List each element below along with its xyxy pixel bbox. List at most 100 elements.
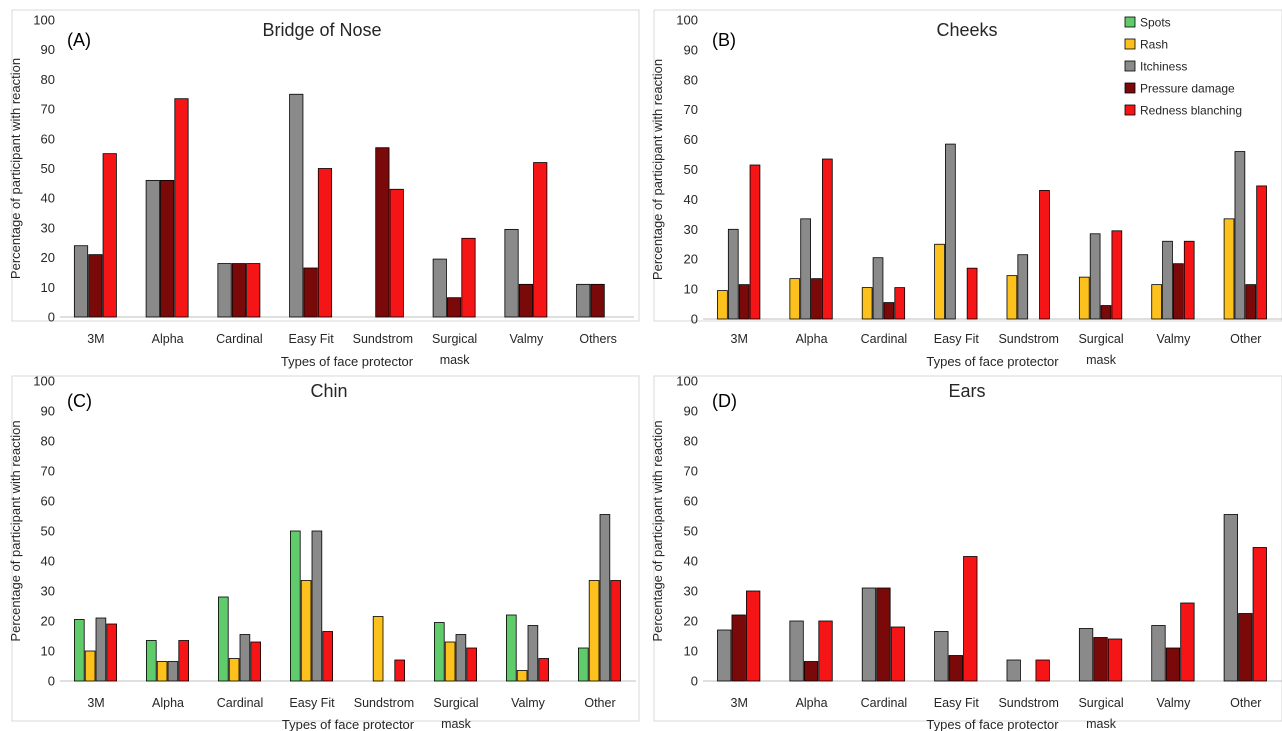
y-tick-label: 40 [684,192,698,207]
y-tick-label: 50 [684,162,698,177]
x-axis-label: Types of face protector [926,354,1059,369]
bar [505,614,517,682]
bar [731,614,746,682]
x-tick-label: Valmy [1157,696,1192,710]
bar [289,530,301,682]
legend-label: Redness blanching [1140,104,1242,118]
y-tick-label: 30 [684,584,698,599]
y-tick-label: 80 [41,72,55,87]
bar [88,254,103,318]
bar [800,218,811,320]
panel-border [11,375,640,722]
bar [303,267,318,318]
bar [590,283,605,318]
y-tick-label: 70 [41,102,55,117]
bar [1183,240,1195,320]
y-axis-label: Percentage of participant with reaction [650,59,665,280]
x-tick-label: Cardinal [216,332,263,346]
bar [599,514,611,682]
panel-title: Ears [948,381,985,401]
x-tick-label-line: Surgical [1078,696,1123,710]
x-axis-label: Types of face protector [926,717,1059,731]
legend-swatch [1124,16,1136,28]
bar [518,283,533,318]
panel-title: Chin [310,381,347,401]
bar [432,258,447,318]
bar [1017,254,1029,320]
bar [1173,263,1184,320]
panel-title: Bridge of Nose [262,20,381,40]
legend-label: Pressure damage [1140,82,1235,96]
bar [717,290,728,320]
y-tick-label: 10 [41,644,55,659]
x-tick-label: Valmy [511,696,546,710]
x-tick-label: Surgical mask [432,332,477,367]
y-tick-label: 10 [684,282,698,297]
bar [74,619,85,682]
bar [1223,514,1238,682]
x-tick-label: 3M [87,332,104,346]
bar [84,650,96,682]
y-tick-label: 20 [41,250,55,265]
bar [945,143,956,320]
bar [789,278,801,320]
x-tick-label: Easy Fit [934,696,980,710]
bar [167,661,179,682]
legend-swatch [1124,82,1136,94]
bar [289,93,304,318]
bar [934,243,945,320]
x-tick-label: 3M [731,696,748,710]
bar [1006,659,1021,682]
y-tick-label: 100 [676,13,698,28]
bar [1151,625,1166,682]
bar [246,263,261,318]
y-tick-label: 40 [684,554,698,569]
x-tick-label: Other [1230,696,1261,710]
bar [861,287,873,320]
bar [160,179,175,318]
bar [228,658,240,682]
x-tick-label: Sundstrom [354,696,414,710]
bar [746,590,761,682]
y-tick-label: 90 [41,42,55,57]
bar [174,98,189,318]
bar [948,655,963,682]
bar [966,267,978,320]
legend-swatch [1124,60,1136,72]
x-tick-label-line: Surgical [433,696,478,710]
legend-swatch [1124,104,1136,116]
x-tick-label-line: Surgical [432,332,477,346]
x-tick-label: Alpha [796,696,828,710]
bar [433,622,445,682]
x-tick-label: Other [584,696,615,710]
bar [466,647,477,682]
x-tick-label: Surgical mask [1078,332,1123,367]
bar [504,228,519,318]
panel-letter: (C) [67,391,92,411]
panel-border [653,375,1282,722]
bar [1078,628,1094,682]
bar [455,634,467,682]
bar [156,661,168,682]
x-tick-label: Alpha [152,332,184,346]
bar [861,587,877,682]
y-tick-label: 50 [684,524,698,539]
panel-letter: (A) [67,30,91,50]
x-tick-label: Valmy [1157,332,1192,346]
y-tick-label: 50 [41,161,55,176]
bar [106,623,118,682]
bar [803,661,819,682]
bar [1180,602,1195,682]
y-tick-label: 100 [676,374,698,389]
x-tick-label-line: mask [441,717,472,731]
bar [818,620,833,682]
bar [250,641,262,682]
bar [1039,190,1050,320]
y-tick-label: 40 [41,554,55,569]
y-tick-label: 60 [41,494,55,509]
bar [1100,305,1112,320]
legend-label: Rash [1140,38,1168,52]
y-axis-label: Percentage of participant with reaction [650,420,665,641]
bar [533,162,548,318]
bar [95,617,107,682]
